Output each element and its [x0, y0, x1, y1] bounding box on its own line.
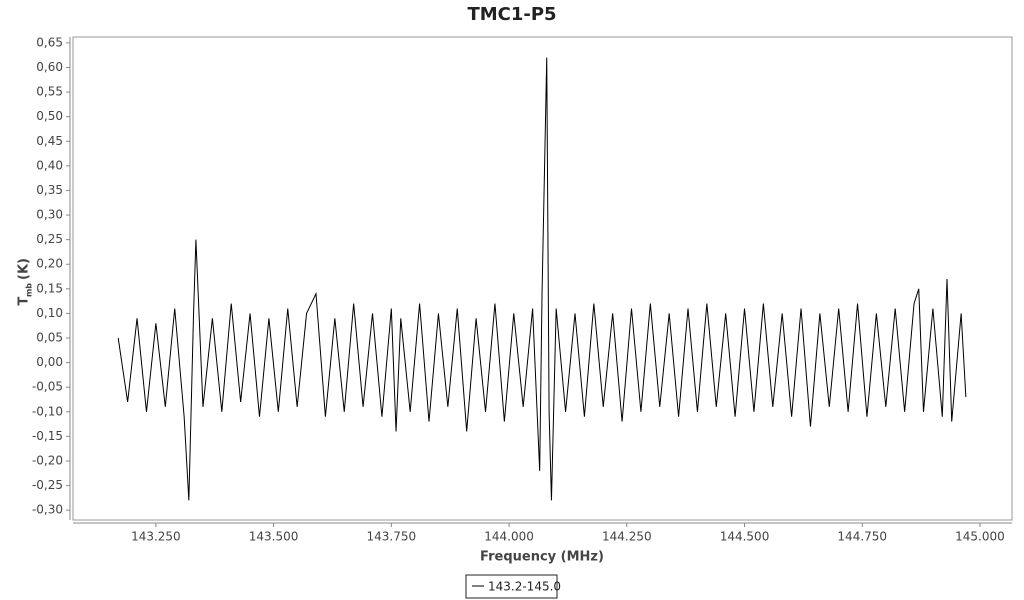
x-tick-label: 143.250 [131, 530, 181, 544]
y-tick-label: 0,35 [36, 183, 63, 197]
legend-box [465, 574, 558, 599]
y-tick-label: -0,05 [32, 380, 63, 394]
y-tick-label: 0,40 [36, 158, 63, 172]
y-tick-label: 0,45 [36, 134, 63, 148]
y-tick-label: 0,15 [36, 281, 63, 295]
legend-entry: 143.2-145.0 [488, 580, 561, 594]
y-axis-label: T mb (K) [17, 258, 34, 305]
y-tick-label: 0,10 [36, 306, 63, 320]
plot-frame [72, 36, 1013, 521]
y-tick-label: 0,00 [36, 355, 63, 369]
y-tick-label: 0,65 [36, 35, 63, 49]
series-line [117, 57, 967, 501]
x-tick-label: 144.500 [720, 530, 770, 544]
y-tick-label: 0,55 [36, 85, 63, 99]
y-tick-label: 0,05 [36, 331, 63, 345]
x-tick-label: 143.750 [367, 530, 417, 544]
x-axis-label: Frequency (MHz) [480, 550, 604, 565]
y-label-sub: mb [25, 283, 34, 297]
y-label-unit: (K) [17, 258, 32, 280]
y-tick-label: 0,30 [36, 208, 63, 222]
y-tick-label: -0,15 [32, 429, 63, 443]
y-tick-label: -0,10 [32, 404, 63, 418]
x-tick-label: 144.750 [837, 530, 887, 544]
y-tick-label: -0,25 [32, 478, 63, 492]
chart-title: TMC1-P5 [467, 4, 556, 25]
y-tick-label: 0,60 [36, 60, 63, 74]
x-tick-label: 145.000 [955, 530, 1005, 544]
x-tick-label: 143.500 [249, 530, 299, 544]
y-tick-label: 0,50 [36, 109, 63, 123]
y-tick-label: -0,20 [32, 453, 63, 467]
y-tick-label: 0,25 [36, 232, 63, 246]
y-label-main: T [17, 296, 32, 305]
y-tick-label: -0,30 [32, 503, 63, 517]
y-tick-label: 0,20 [36, 257, 63, 271]
x-tick-label: 144.000 [484, 530, 534, 544]
x-tick-label: 144.250 [602, 530, 652, 544]
